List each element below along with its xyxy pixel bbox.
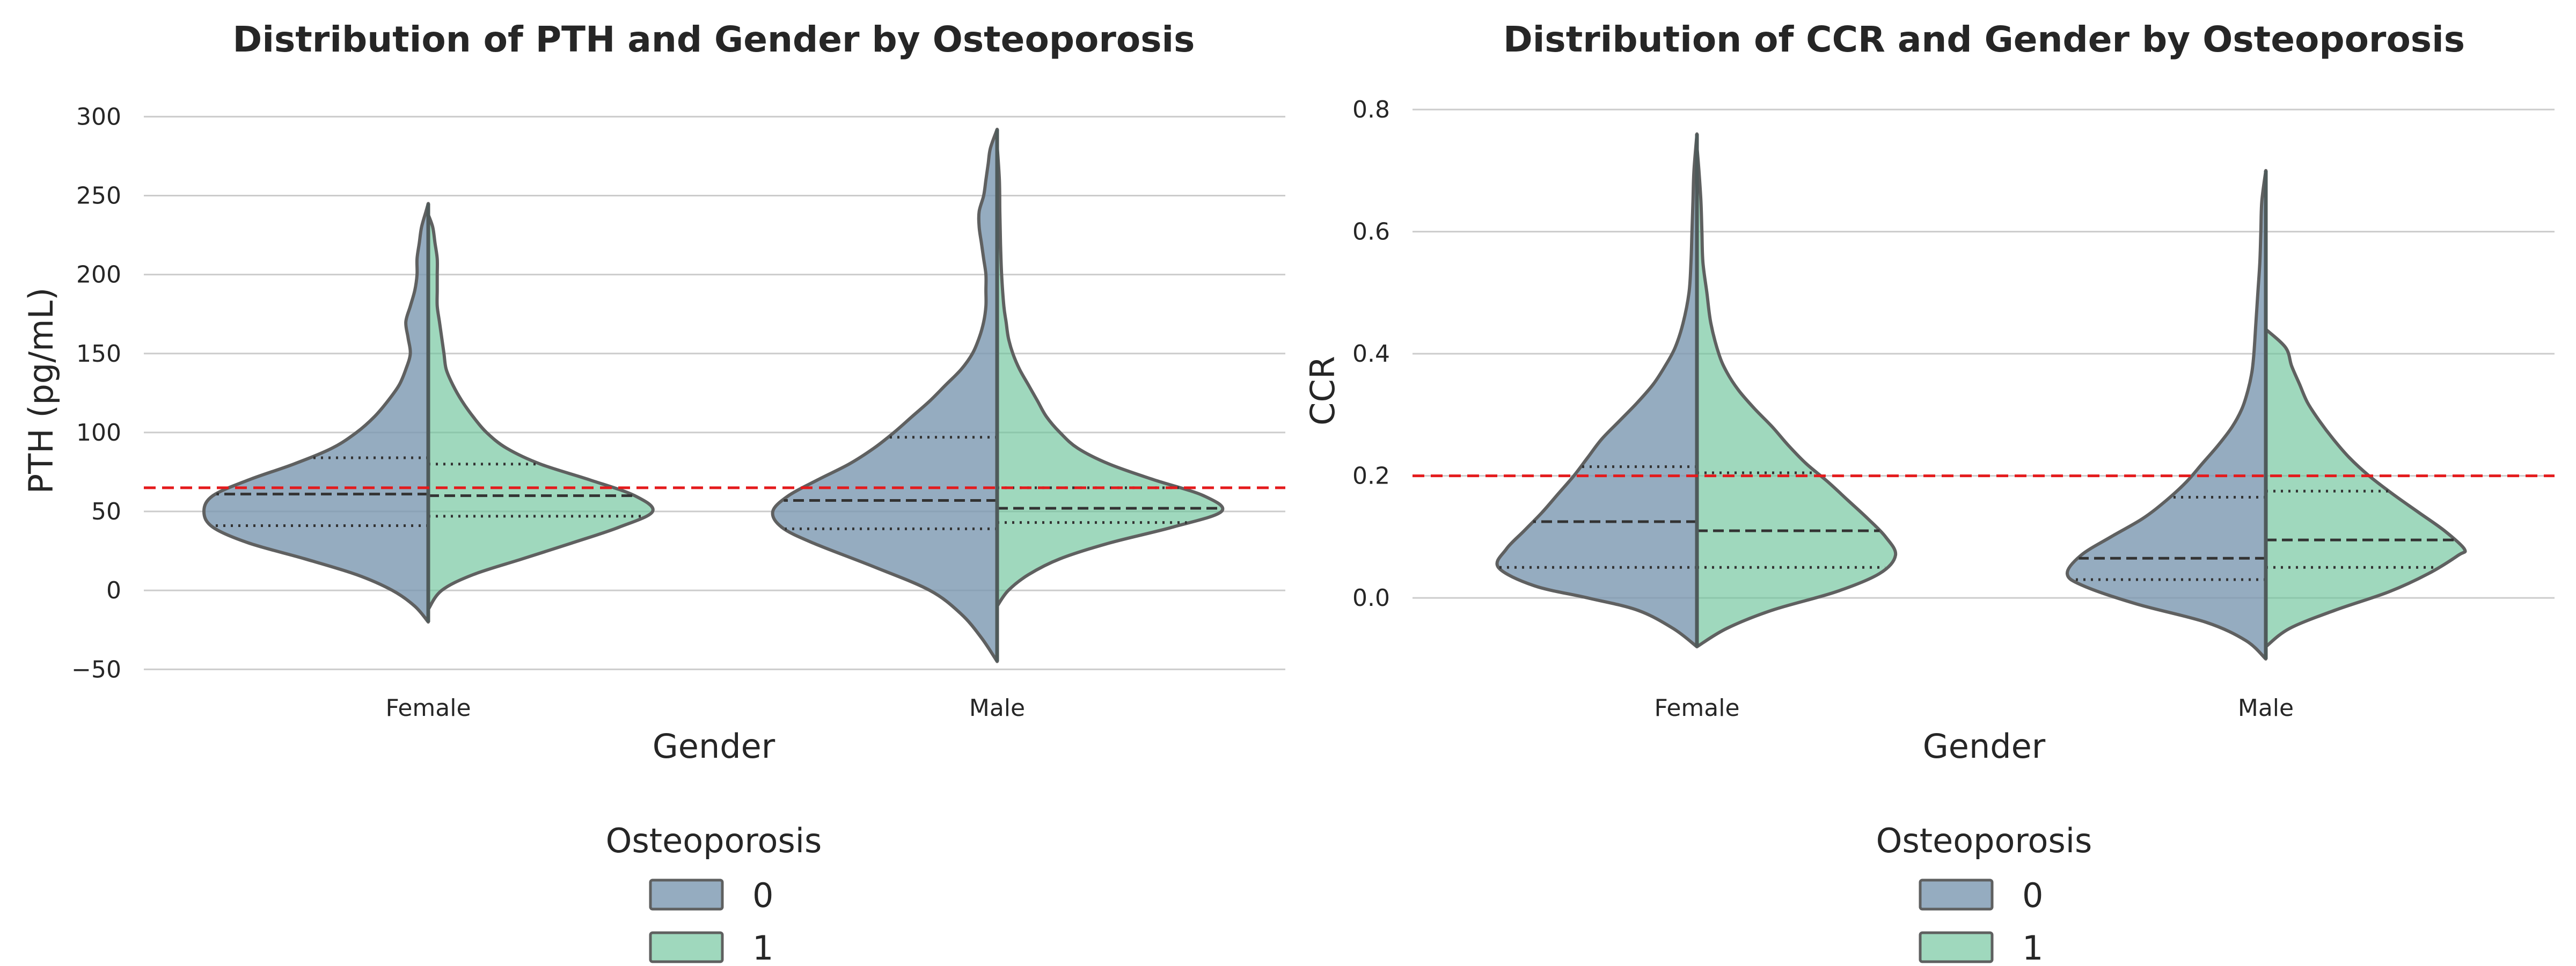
x-tick-label: Male [2238,694,2294,722]
y-tick-label: 0 [106,577,121,604]
violin-half [771,127,999,663]
legend-title: Osteoporosis [1876,821,2092,860]
y-tick-label: −50 [71,656,121,683]
y-tick-label: 300 [76,103,121,130]
panel-pth: Distribution of PTH and Gender by Osteop… [21,19,1285,966]
y-axis-label: PTH (pg/mL) [21,288,61,494]
y-tick-label: 0.4 [1352,340,1390,368]
legend-swatch-1 [1919,931,1994,963]
y-axis-label: CCR [1303,356,1342,426]
y-tick-label: 0.2 [1352,463,1390,490]
chart-title: Distribution of CCR and Gender by Osteop… [1503,19,2465,60]
panel-ccr: Distribution of CCR and Gender by Osteop… [1303,19,2555,966]
x-tick-label: Female [385,694,471,722]
violin-half [996,143,1225,608]
y-ticks: −50 0 50 100 150 200 250 300 [71,103,121,683]
y-tick-label: 200 [76,261,121,289]
chart-title: Distribution of PTH and Gender by Osteop… [233,19,1195,60]
y-tick-label: 50 [91,498,121,525]
y-tick-label: 0.6 [1352,218,1390,246]
y-tick-label: 250 [76,182,121,210]
legend-title: Osteoporosis [606,821,822,860]
x-axis-label: Gender [1923,727,2046,766]
y-tick-label: 100 [76,419,121,447]
x-axis-label: Gender [653,727,775,766]
violins [1495,132,2467,661]
violin-half [2066,169,2267,661]
violin-half [1695,144,1898,649]
legend: Osteoporosis 0 1 [606,821,822,966]
legend-label-0: 0 [752,876,773,915]
y-tick-label: 0.8 [1352,96,1390,123]
legend-swatch-0 [1919,879,1994,911]
violin-half [2264,327,2467,649]
legend-swatch-1 [649,931,724,963]
violin-half [202,202,430,624]
y-ticks: 0.0 0.2 0.4 0.6 0.8 [1352,96,1390,612]
y-tick-label: 150 [76,340,121,368]
violin-half [1495,132,1699,649]
violins [202,127,1225,663]
x-ticks: Female Male [385,694,1025,722]
legend-label-1: 1 [752,928,773,966]
legend-label-0: 0 [2022,876,2043,915]
violin-half [427,213,655,611]
y-tick-label: 0.0 [1352,584,1390,612]
y-grid [144,115,1285,670]
x-tick-label: Male [969,694,1025,722]
legend: Osteoporosis 0 1 [1876,821,2092,966]
legend-swatch-0 [649,879,724,911]
legend-label-1: 1 [2022,928,2043,966]
x-ticks: Female Male [1654,694,2294,722]
x-tick-label: Female [1654,694,1739,722]
